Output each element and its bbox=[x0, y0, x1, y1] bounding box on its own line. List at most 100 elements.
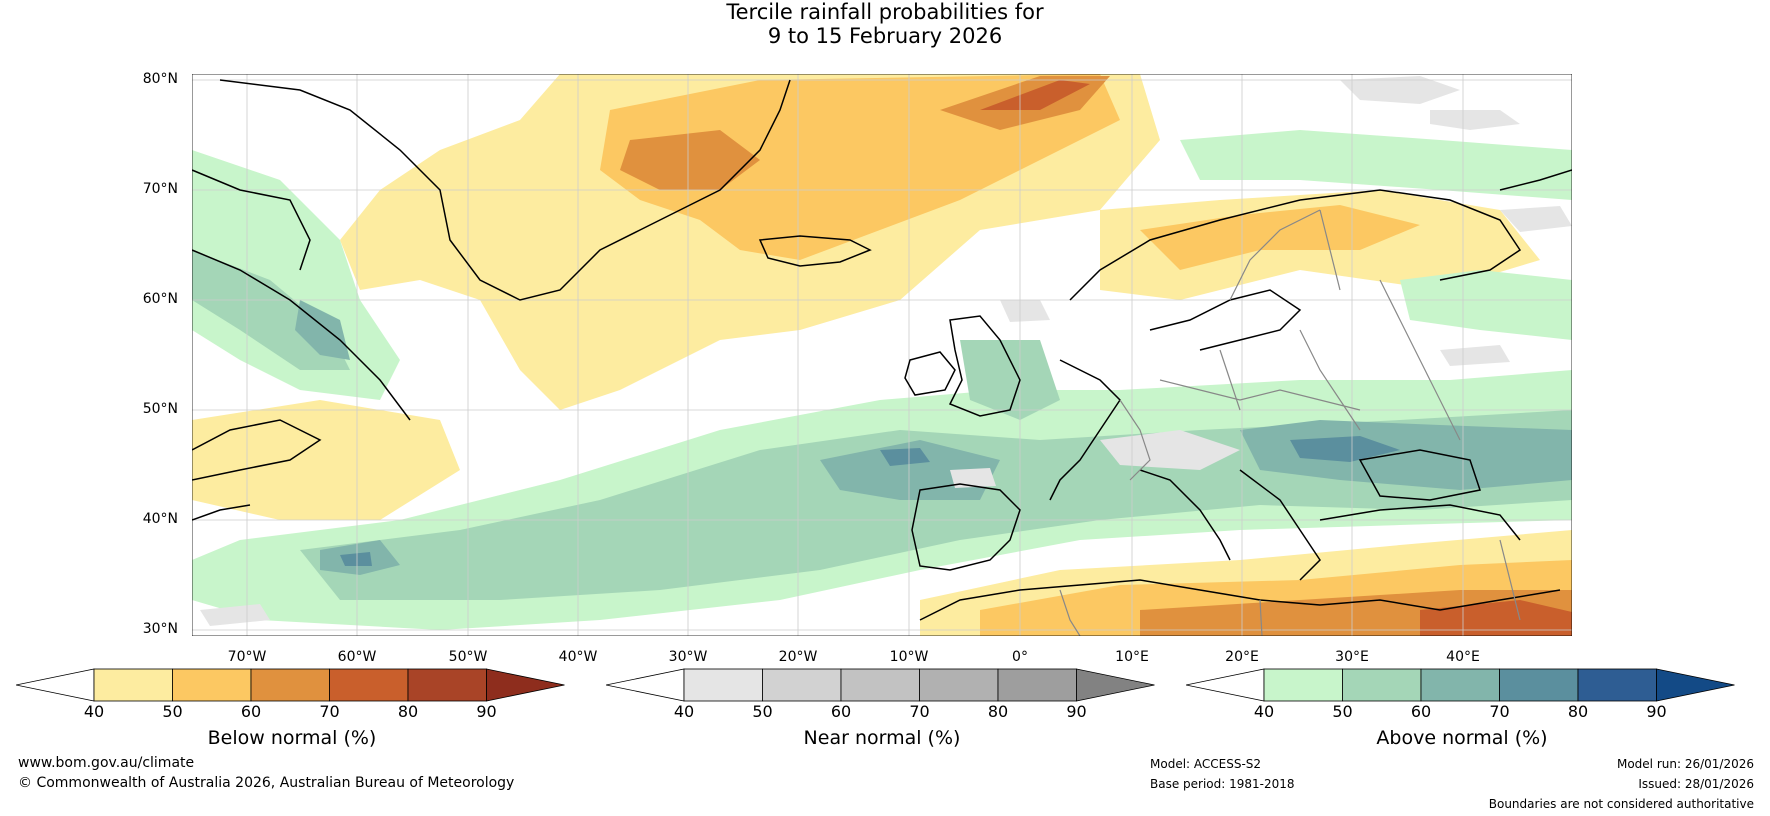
colorbar-above-title: Above normal (%) bbox=[1376, 727, 1548, 749]
colorbar-above-segment bbox=[1420, 668, 1500, 702]
colorbar-below-low-extend bbox=[16, 668, 95, 702]
lat-label: 80°N bbox=[142, 71, 178, 87]
footer-model-run: Model run: 26/01/2026 bbox=[1616, 757, 1754, 771]
border-norway-sweden bbox=[1229, 209, 1321, 301]
colorbar-near-segment bbox=[997, 668, 1077, 702]
graticule bbox=[192, 74, 1572, 636]
colorbar-near-tick: 40 bbox=[673, 702, 695, 721]
coast-newfoundland-nova-scotia bbox=[192, 419, 322, 481]
coast-scandinavia bbox=[1069, 189, 1522, 301]
footer-model: Model: ACCESS-S2 bbox=[1150, 757, 1262, 771]
above-normal-regions bbox=[192, 130, 1572, 630]
footer-issued: Issued: 28/01/2026 bbox=[1638, 777, 1754, 791]
colorbar-below-segment bbox=[172, 668, 252, 702]
near-region-north-sea bbox=[1000, 300, 1050, 322]
lon-label: 10°W bbox=[889, 649, 929, 665]
coast-greenland bbox=[219, 79, 791, 301]
colorbar-above-low-extend bbox=[1186, 668, 1265, 702]
colorbar-below-segment bbox=[93, 668, 173, 702]
colorbar-near-segment bbox=[762, 668, 842, 702]
colorbar-near-tick: 80 bbox=[987, 702, 1009, 721]
colorbar-above-normal bbox=[1186, 668, 1735, 702]
colorbar-above-segment bbox=[1499, 668, 1579, 702]
border-sweden-finland bbox=[1319, 209, 1341, 291]
coast-iceland bbox=[758, 235, 872, 267]
coast-western-europe bbox=[1049, 359, 1121, 501]
near-region-ukraine bbox=[1440, 345, 1510, 366]
above-region-balkans bbox=[1240, 420, 1572, 490]
near-region-europe-central bbox=[1100, 430, 1240, 470]
coast-north-africa bbox=[919, 579, 1561, 621]
lat-label: 60°N bbox=[142, 291, 178, 307]
border-france bbox=[1119, 399, 1151, 481]
colorbar-near-tick: 90 bbox=[1066, 702, 1087, 721]
coast-turkey bbox=[1319, 504, 1521, 541]
border-central-europe bbox=[1159, 379, 1361, 411]
near-region-barents-sea bbox=[1430, 110, 1520, 130]
colorbar-below-tick: 60 bbox=[240, 702, 262, 721]
footer-website: www.bom.gov.au/climate bbox=[18, 755, 195, 771]
colorbar-below-tick: 40 bbox=[83, 702, 105, 721]
lon-label: 20°E bbox=[1225, 649, 1259, 665]
colorbar-above-tick: 40 bbox=[1253, 702, 1275, 721]
colorbar-above-segment bbox=[1577, 668, 1657, 702]
colorbar-below-segment bbox=[407, 668, 487, 702]
colorbar-near-tick: 60 bbox=[830, 702, 852, 721]
lon-label: 40°E bbox=[1446, 649, 1480, 665]
coast-italy bbox=[1139, 469, 1231, 561]
below-region-iceland-core bbox=[620, 130, 760, 190]
colorbar-above-tick: 80 bbox=[1567, 702, 1589, 721]
border-poland-germany bbox=[1219, 349, 1241, 411]
colorbar-above-segment bbox=[1342, 668, 1422, 702]
colorbar-below-title: Below normal (%) bbox=[207, 727, 377, 749]
colorbar-near-low-extend bbox=[606, 668, 685, 702]
footer-base-period: Base period: 1981-2018 bbox=[1150, 777, 1295, 791]
below-region-svalbard-core bbox=[980, 80, 1090, 110]
lon-label: 0° bbox=[1012, 649, 1028, 665]
below-region-newfoundland bbox=[192, 400, 460, 520]
lon-label: 70°W bbox=[227, 649, 267, 665]
border-russia bbox=[1379, 279, 1461, 441]
country-borders bbox=[1059, 209, 1521, 636]
lat-label: 50°N bbox=[142, 401, 178, 417]
border-middle-east bbox=[1499, 539, 1521, 621]
colorbar-above-tick: 70 bbox=[1489, 702, 1510, 721]
lat-label: 70°N bbox=[142, 181, 178, 197]
colorbar-above-tick: 50 bbox=[1332, 702, 1353, 721]
colorbar-above-tick: 60 bbox=[1410, 702, 1432, 721]
colorbar-below-tick: 80 bbox=[397, 702, 419, 721]
colorbar-near-high-extend bbox=[1076, 668, 1155, 702]
coast-black-sea bbox=[1358, 449, 1481, 501]
lon-label: 30°W bbox=[668, 649, 708, 665]
colorbar-near-segment bbox=[840, 668, 920, 702]
colorbar-below-tick: 50 bbox=[162, 702, 183, 721]
coast-baffin bbox=[192, 169, 311, 271]
lat-label: 30°N bbox=[142, 621, 178, 637]
border-north-africa bbox=[1059, 589, 1081, 636]
near-region-atlantic-south bbox=[200, 604, 270, 626]
colorbar-above-tick: 90 bbox=[1646, 702, 1667, 721]
colorbar-above-high-extend bbox=[1656, 668, 1735, 702]
map-plot-area bbox=[192, 74, 1572, 636]
coast-iberia bbox=[911, 483, 1021, 571]
map-title: Tercile rainfall probabilities for 9 to … bbox=[0, 0, 1770, 48]
near-region-svalbard bbox=[1340, 76, 1460, 104]
above-region-balkans-core bbox=[1290, 436, 1400, 462]
border-eastern-europe bbox=[1299, 329, 1361, 431]
footer-copyright: © Commonwealth of Australia 2026, Austra… bbox=[18, 775, 515, 791]
above-region-barents bbox=[1180, 130, 1572, 200]
coast-baltic bbox=[1149, 289, 1302, 351]
coastlines bbox=[192, 79, 1572, 621]
coast-novaya-zemlya bbox=[1499, 169, 1572, 191]
lon-label: 20°W bbox=[778, 649, 818, 665]
lon-label: 50°W bbox=[448, 649, 488, 665]
colorbar-near-segment bbox=[683, 668, 763, 702]
above-region-canada bbox=[192, 150, 400, 400]
colorbar-near-tick: 70 bbox=[909, 702, 930, 721]
lon-label: 30°E bbox=[1335, 649, 1369, 665]
above-region-biscay-core bbox=[880, 448, 930, 466]
lon-label: 40°W bbox=[558, 649, 598, 665]
coast-labrador bbox=[192, 249, 411, 421]
colorbar-above-segment bbox=[1263, 668, 1343, 702]
lon-label: 60°W bbox=[337, 649, 377, 665]
